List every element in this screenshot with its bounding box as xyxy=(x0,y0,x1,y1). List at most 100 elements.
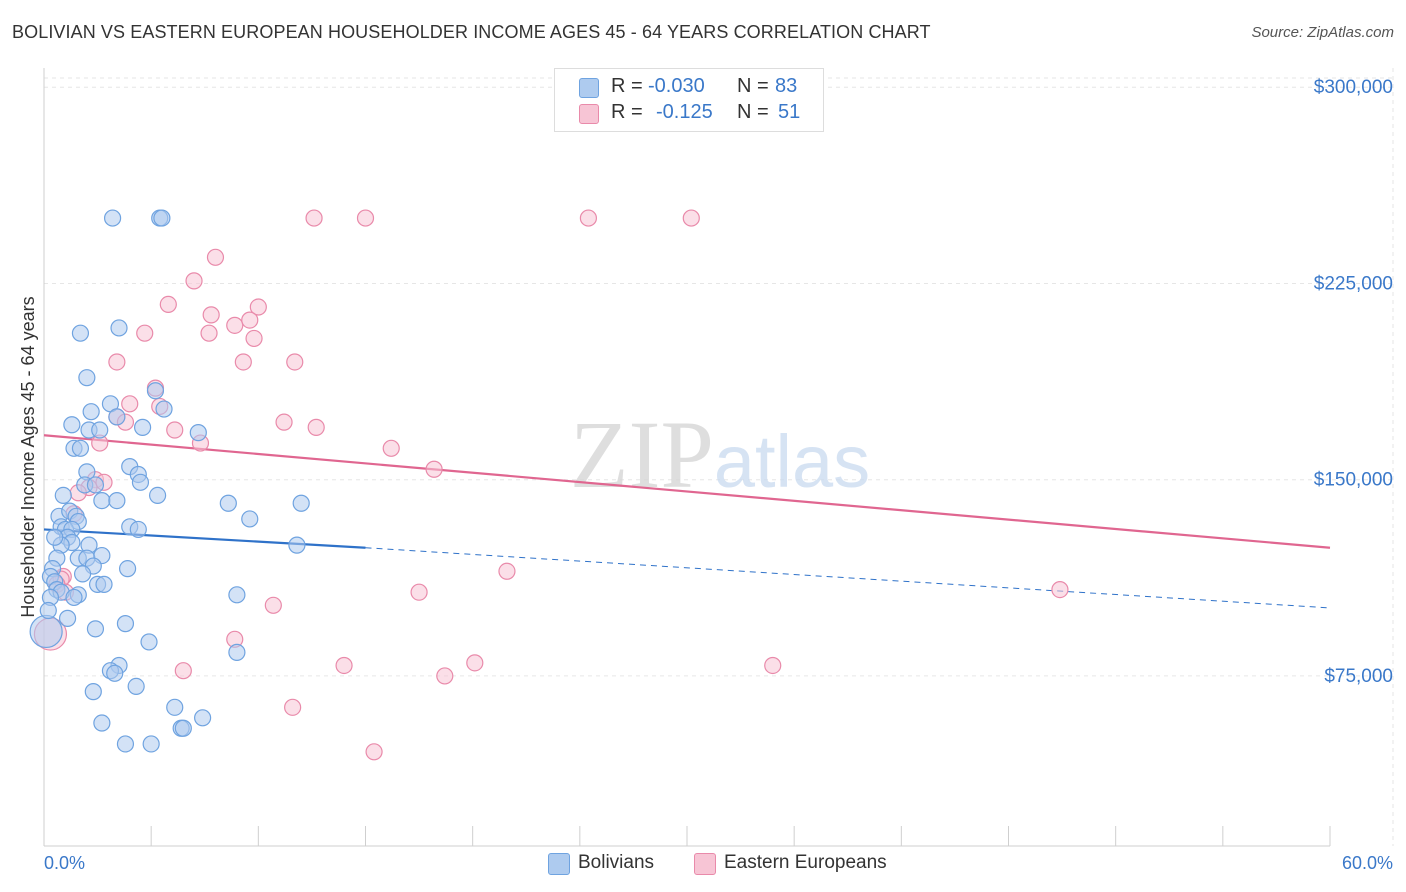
data-point-bolivian xyxy=(73,565,92,583)
data-point-eastern-european xyxy=(249,298,267,316)
data-point-eastern-european xyxy=(284,698,302,716)
data-point-bolivian xyxy=(288,536,306,554)
data-point-eastern-european xyxy=(382,439,400,457)
data-point-eastern-european xyxy=(234,353,252,371)
legend-r-label: R = xyxy=(611,75,643,97)
data-point-bolivian xyxy=(63,416,81,434)
x-tick-label-max: 60.0% xyxy=(1342,853,1393,873)
data-point-bolivian xyxy=(93,492,111,510)
data-point-eastern-european xyxy=(121,395,139,413)
watermark-zip: ZIP xyxy=(570,401,714,508)
data-point-bolivian xyxy=(116,735,135,753)
data-point-bolivian xyxy=(54,486,72,505)
y-tick-label: $150,000 xyxy=(1314,470,1393,491)
data-point-eastern-european xyxy=(241,311,259,329)
data-point-bolivian xyxy=(292,494,310,512)
chart-source: Source: ZipAtlas.com xyxy=(1251,24,1394,41)
legend-n-label: N = xyxy=(737,101,769,123)
watermark-atlas: atlas xyxy=(714,420,870,503)
data-point-bolivian xyxy=(82,403,100,421)
data-point-bolivian xyxy=(29,614,63,649)
legend-n-value: 83 xyxy=(775,75,798,97)
trend-lines xyxy=(43,434,1331,609)
data-point-bolivian xyxy=(116,615,135,633)
data-point-bolivian xyxy=(108,408,126,426)
data-point-bolivian xyxy=(71,324,90,342)
data-point-bolivian xyxy=(71,439,90,457)
data-point-bolivian xyxy=(146,382,165,400)
data-point-eastern-european xyxy=(579,209,598,227)
data-point-bolivian xyxy=(65,588,83,607)
data-point-bolivian xyxy=(219,494,237,512)
data-point-bolivian xyxy=(174,719,192,737)
trend-line-eastern-europeans xyxy=(43,434,1331,549)
data-point-eastern-european xyxy=(335,656,353,675)
data-point-eastern-european xyxy=(356,209,375,227)
data-point-eastern-european xyxy=(185,272,203,290)
data-point-bolivian xyxy=(166,698,184,716)
data-point-eastern-european xyxy=(174,662,192,680)
watermark: ZIPatlas xyxy=(570,401,870,508)
data-point-bolivian xyxy=(131,473,150,491)
data-point-bolivian xyxy=(103,209,122,227)
data-point-eastern-european xyxy=(286,353,304,371)
data-point-eastern-european xyxy=(226,316,244,334)
data-point-eastern-european xyxy=(202,306,220,324)
legend-swatch-bolivians xyxy=(579,78,599,98)
data-point-bolivian xyxy=(118,560,137,578)
y-tick-label: $75,000 xyxy=(1324,666,1393,687)
data-point-eastern-european xyxy=(136,324,154,342)
y-tick-label: $225,000 xyxy=(1314,273,1393,294)
data-point-eastern-european xyxy=(410,583,428,601)
data-point-eastern-european xyxy=(682,209,700,227)
chart-title: BOLIVIAN VS EASTERN EUROPEAN HOUSEHOLDER… xyxy=(12,22,931,42)
data-point-eastern-european xyxy=(466,654,484,672)
data-point-eastern-european xyxy=(365,743,383,761)
data-point-eastern-european xyxy=(275,413,293,431)
data-point-bolivian xyxy=(93,714,111,732)
data-point-bolivian xyxy=(127,677,145,696)
data-point-bolivian xyxy=(241,510,259,528)
legend-r-value: -0.125 xyxy=(656,101,713,123)
legend-label-bolivians: Bolivians xyxy=(578,852,655,873)
legend-swatch-eastern-europeans xyxy=(694,853,716,875)
data-point-eastern-european xyxy=(108,353,126,371)
data-point-bolivian xyxy=(148,486,167,505)
data-point-bolivian xyxy=(108,492,126,510)
data-point-bolivian xyxy=(39,601,57,620)
data-point-bolivian xyxy=(228,586,246,604)
data-point-bolivian xyxy=(95,575,113,593)
data-point-bolivian xyxy=(84,683,102,701)
data-point-bolivian xyxy=(58,609,77,627)
data-point-bolivian xyxy=(228,643,246,661)
data-point-bolivian xyxy=(86,620,105,638)
data-point-bolivian xyxy=(86,476,105,494)
y-tick-label: $300,000 xyxy=(1314,77,1393,98)
data-point-bolivian xyxy=(106,664,124,682)
data-point-eastern-european xyxy=(245,329,263,348)
data-point-bolivian xyxy=(46,528,64,546)
data-point-eastern-european xyxy=(166,421,184,439)
data-point-eastern-european xyxy=(436,667,454,685)
data-point-eastern-european xyxy=(159,295,177,314)
data-point-bolivian xyxy=(110,319,128,337)
x-ticks xyxy=(43,826,1331,846)
data-point-eastern-european xyxy=(200,324,218,342)
legend-swatch-eastern-europeans xyxy=(579,104,599,124)
y-tick-labels: $75,000 $150,000 $225,000 $300,000 xyxy=(1314,77,1393,687)
legend-swatch-bolivians xyxy=(548,853,570,875)
data-point-eastern-european xyxy=(206,248,225,266)
data-point-bolivian xyxy=(189,424,207,442)
data-points xyxy=(29,209,1069,761)
x-tick-label-min: 0.0% xyxy=(44,853,85,873)
data-point-bolivian xyxy=(194,709,212,727)
data-point-bolivian xyxy=(129,520,147,539)
legend-label-eastern-europeans: Eastern Europeans xyxy=(724,852,887,873)
data-point-bolivian xyxy=(153,209,171,227)
data-point-eastern-european xyxy=(264,596,282,614)
data-point-eastern-european xyxy=(498,562,516,580)
data-point-bolivian xyxy=(78,369,96,387)
y-axis-label: Householder Income Ages 45 - 64 years xyxy=(18,296,38,617)
legend-r-value: -0.030 xyxy=(648,75,705,97)
